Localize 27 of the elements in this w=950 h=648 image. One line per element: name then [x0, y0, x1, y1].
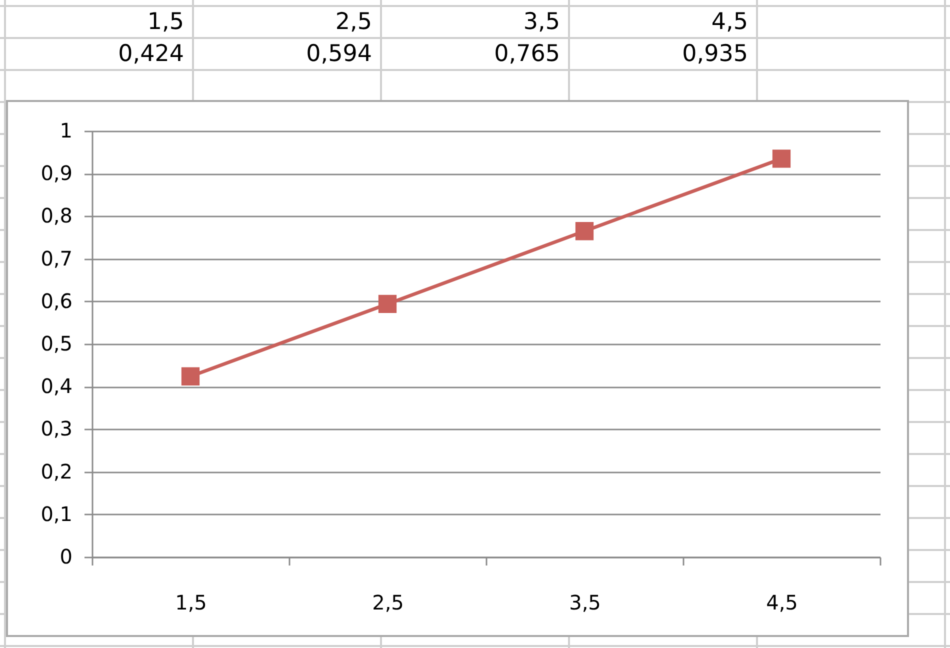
data-label: 0,935	[681, 40, 748, 69]
y-tick-label: 0	[60, 544, 72, 568]
y-tick-label: 0,6	[40, 288, 72, 313]
point	[575, 222, 594, 240]
y-tick-label: 0,5	[40, 332, 72, 356]
point	[378, 294, 397, 314]
y-tick-label: 0,3	[40, 416, 72, 441]
category-label: 1,5	[147, 9, 184, 35]
data-label: 0,594	[305, 40, 372, 69]
x-tick-label: 3,5	[569, 590, 601, 614]
data-label: 0,765	[493, 40, 560, 69]
y-tick-label: 1	[60, 118, 72, 142]
category-label: 2,5	[335, 9, 372, 35]
data-label: 0,424	[117, 40, 184, 69]
y-tick-label: 0,8	[40, 204, 72, 228]
x-tick-label: 1,5	[175, 590, 207, 614]
y-tick-label: 0,2	[40, 459, 72, 484]
x-tick-label: 2,5	[372, 590, 404, 614]
category-label: 4,5	[711, 9, 748, 35]
y-tick-label: 0,1	[40, 502, 72, 526]
point	[181, 367, 200, 386]
category-label: 3,5	[523, 9, 560, 35]
point	[772, 150, 791, 168]
x-tick-label: 4,5	[766, 590, 798, 614]
y-tick-label: 0,4	[40, 374, 72, 398]
y-tick-label: 0,9	[40, 161, 72, 186]
y-tick-label: 0,7	[40, 246, 72, 270]
